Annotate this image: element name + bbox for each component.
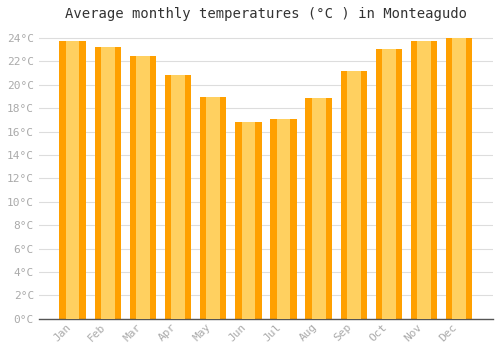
Bar: [417, 42, 431, 319]
Bar: [66, 42, 80, 319]
Bar: [347, 71, 360, 319]
Bar: [446, 38, 472, 319]
Bar: [376, 49, 402, 319]
Bar: [306, 98, 332, 319]
Bar: [94, 47, 121, 319]
Bar: [276, 119, 290, 319]
Bar: [411, 42, 438, 319]
Bar: [206, 97, 220, 319]
Bar: [382, 49, 396, 319]
Bar: [312, 98, 326, 319]
Bar: [165, 76, 191, 319]
Bar: [60, 42, 86, 319]
Bar: [136, 56, 150, 319]
Bar: [130, 56, 156, 319]
Title: Average monthly temperatures (°C ) in Monteagudo: Average monthly temperatures (°C ) in Mo…: [65, 7, 467, 21]
Bar: [235, 122, 262, 319]
Bar: [242, 122, 255, 319]
Bar: [270, 119, 296, 319]
Bar: [452, 38, 466, 319]
Bar: [340, 71, 367, 319]
Bar: [200, 97, 226, 319]
Bar: [101, 47, 114, 319]
Bar: [171, 76, 185, 319]
